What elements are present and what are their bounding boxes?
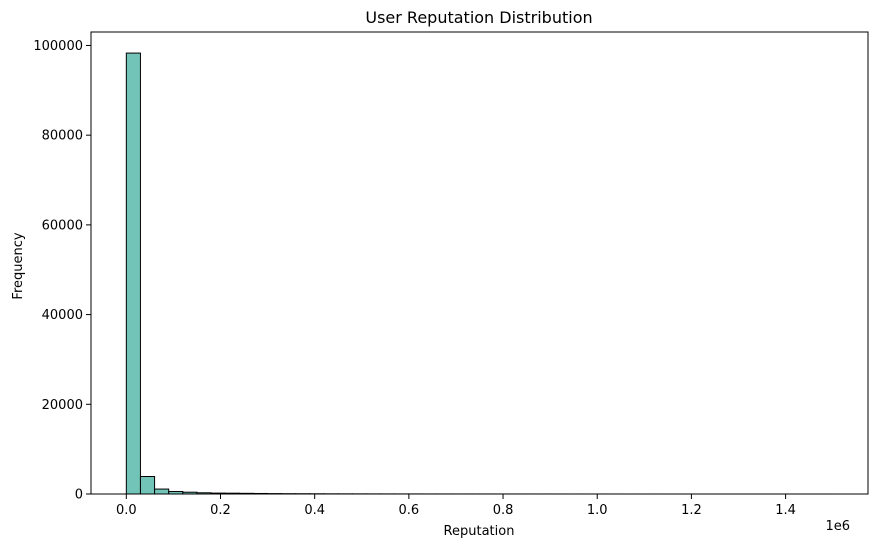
bars-group (125, 52, 834, 495)
y-tick-label: 60000 (42, 218, 83, 233)
x-axis-label: Reputation (444, 524, 515, 539)
histogram-bar (154, 488, 170, 495)
y-tick-label: 100000 (33, 39, 83, 54)
x-tick-label: 0.6 (399, 503, 420, 518)
x-tick-label: 1.0 (587, 503, 608, 518)
plot-frame (90, 31, 869, 495)
axes-group: 0.0 0.2 0.4 0.6 0.8 1.0 1.2 1.4 0 20000 40000 60000… (33, 31, 869, 518)
histogram-bar (139, 476, 156, 495)
x-scale-offset-label: 1e6 (825, 519, 850, 534)
x-tick-label: 1.2 (681, 503, 702, 518)
x-tick-label: 0.8 (493, 503, 514, 518)
y-tick-label: 20000 (42, 398, 83, 413)
x-tick-label: 0.0 (116, 503, 137, 518)
x-tick-label: 0.2 (210, 503, 231, 518)
chart-title: User Reputation Distribution (365, 8, 592, 27)
y-tick-label: 40000 (42, 308, 83, 323)
histogram-bar (125, 52, 141, 495)
x-tick-label: 1.4 (775, 503, 796, 518)
y-axis-label: Frequency (11, 232, 26, 299)
y-tick-label: 80000 (42, 129, 83, 144)
y-tick-label: 0 (75, 488, 83, 503)
x-tick-label: 0.4 (304, 503, 325, 518)
